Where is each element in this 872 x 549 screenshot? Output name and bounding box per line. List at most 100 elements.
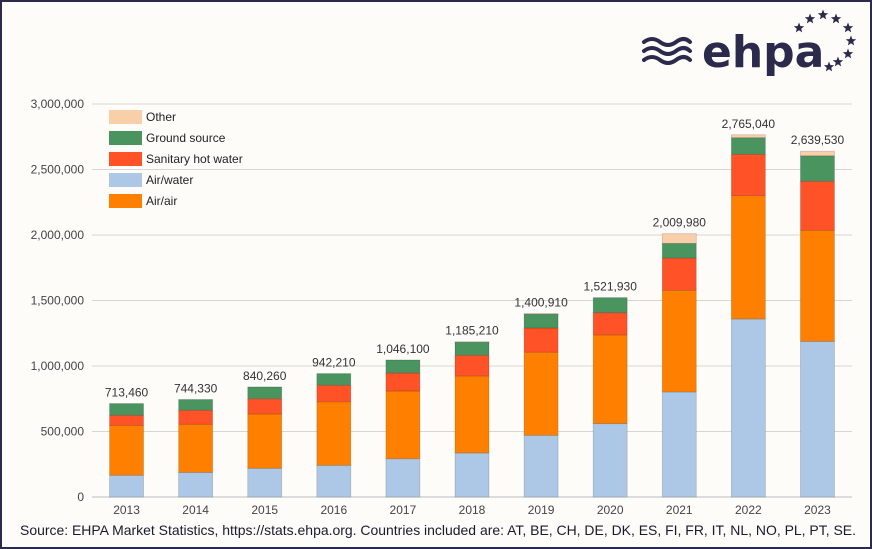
bar-segment-ground-source (661, 242, 697, 259)
legend-swatch (109, 131, 142, 145)
bar-segment-air-water (523, 434, 559, 498)
bar-segment-ground-source (247, 386, 283, 400)
total-label: 2,765,040 (722, 117, 776, 131)
bar-segment-ground-source (385, 359, 421, 374)
bar-segment-air-air (800, 229, 835, 342)
bar-segment-air-air (661, 289, 697, 393)
bar-segment-ground-source (454, 341, 490, 356)
x-tick-label: 2014 (182, 503, 209, 517)
x-tick-label: 2020 (597, 503, 624, 517)
star-icon (823, 61, 835, 72)
bar-segment-sanitary-hot-water (247, 398, 283, 415)
x-tick-label: 2015 (251, 503, 278, 517)
bar-segment-air-water (385, 458, 421, 498)
bar-segment-air-air (178, 423, 214, 473)
bar-segment-sanitary-hot-water (454, 354, 490, 377)
bar-segment-air-air (109, 424, 144, 476)
bar-segment-air-water (592, 423, 628, 498)
bar-segment-air-water (109, 474, 144, 498)
x-tick-label: 2022 (735, 503, 762, 517)
legend-swatch (109, 152, 142, 166)
y-tick-label: 2,500,000 (31, 163, 85, 177)
bar-segment-sanitary-hot-water (800, 180, 835, 231)
total-label: 1,521,930 (583, 280, 637, 294)
y-axis-ticks: 0 500,000 1,000,000 1,500,000 2,000,000 2,500… (31, 97, 85, 504)
star-icon (845, 35, 857, 46)
y-tick-label: 1,000,000 (31, 359, 85, 373)
bar-segment-air-water (454, 452, 490, 498)
ehpa-logo: ehpa (642, 9, 857, 78)
bar-segment-other (800, 150, 835, 157)
legend-label: Other (146, 110, 176, 124)
y-tick-label: 0 (77, 490, 84, 504)
x-tick-label: 2021 (666, 503, 693, 517)
legend-swatch (109, 194, 142, 208)
waves-icon (642, 37, 692, 65)
bar-segment-air-air (523, 351, 559, 436)
y-tick-label: 500,000 (41, 425, 85, 439)
star-icon (817, 9, 829, 20)
total-label: 2,009,980 (653, 216, 707, 230)
bar-segment-air-air (316, 401, 352, 466)
legend-swatch (109, 173, 142, 187)
bar-segment-air-water (661, 391, 697, 498)
bar-segment-air-air (247, 413, 283, 469)
total-label: 1,046,100 (376, 342, 430, 356)
bar-segment-sanitary-hot-water (592, 312, 628, 336)
total-label: 840,260 (243, 369, 287, 383)
bar-segment-air-water (247, 467, 283, 498)
legend-label: Sanitary hot water (146, 152, 243, 166)
total-label: 744,330 (174, 381, 218, 395)
x-tick-label: 2018 (459, 503, 486, 517)
bar-segment-ground-source (178, 399, 214, 411)
y-tick-label: 3,000,000 (31, 97, 85, 111)
source-note: Source: EHPA Market Statistics, https://… (20, 522, 856, 538)
bar-segment-sanitary-hot-water (730, 153, 766, 197)
bar-segment-air-air (385, 390, 421, 460)
bar-segment-air-air (592, 334, 628, 425)
bar-segment-sanitary-hot-water (178, 409, 214, 425)
star-icon (842, 22, 854, 33)
logo-text: ehpa (702, 27, 824, 78)
bars: 713,460 744,330 840,260 942,210 1,046,100 1,1… (105, 117, 845, 498)
bar-segment-ground-source (800, 155, 835, 182)
bar-segment-sanitary-hot-water (109, 414, 144, 426)
total-label: 2,639,530 (791, 133, 845, 147)
total-label: 942,210 (312, 356, 356, 370)
legend-label: Air/air (146, 194, 177, 208)
bar-segment-air-air (730, 195, 766, 320)
bar-segment-sanitary-hot-water (385, 372, 421, 392)
x-tick-label: 2019 (528, 503, 555, 517)
bar-segment-air-water (800, 340, 835, 498)
y-tick-label: 1,500,000 (31, 294, 85, 308)
star-icon (842, 48, 854, 59)
star-icon (804, 13, 816, 24)
bar-segment-sanitary-hot-water (316, 384, 352, 403)
bar-segment-ground-source (592, 297, 628, 314)
star-icon (830, 13, 842, 24)
bar-segment-sanitary-hot-water (523, 327, 559, 353)
x-tick-label: 2023 (804, 503, 831, 517)
bar-segment-other (730, 134, 766, 139)
bar-segment-air-air (454, 375, 490, 454)
x-tick-label: 2017 (390, 503, 417, 517)
total-label: 1,185,210 (445, 324, 499, 338)
bar-segment-ground-source (730, 137, 766, 155)
bar-segment-ground-source (523, 313, 559, 329)
x-axis-ticks: 2013 2014 2015 2016 2017 2018 2019 2020 2021 2022… (113, 503, 831, 517)
x-tick-label: 2016 (320, 503, 347, 517)
bar-segment-ground-source (109, 403, 144, 416)
legend-swatch (109, 110, 142, 124)
total-label: 713,460 (105, 386, 149, 400)
legend: Other Ground source Sanitary hot water Air/… (109, 110, 243, 208)
y-tick-label: 2,000,000 (31, 228, 85, 242)
stars-icon (793, 9, 857, 72)
bar-segment-air-water (178, 471, 214, 498)
bar-segment-air-water (316, 464, 352, 498)
bar-segment-ground-source (316, 373, 352, 386)
x-tick-label: 2013 (113, 503, 140, 517)
star-icon (793, 22, 805, 33)
total-label: 1,400,910 (514, 295, 568, 309)
